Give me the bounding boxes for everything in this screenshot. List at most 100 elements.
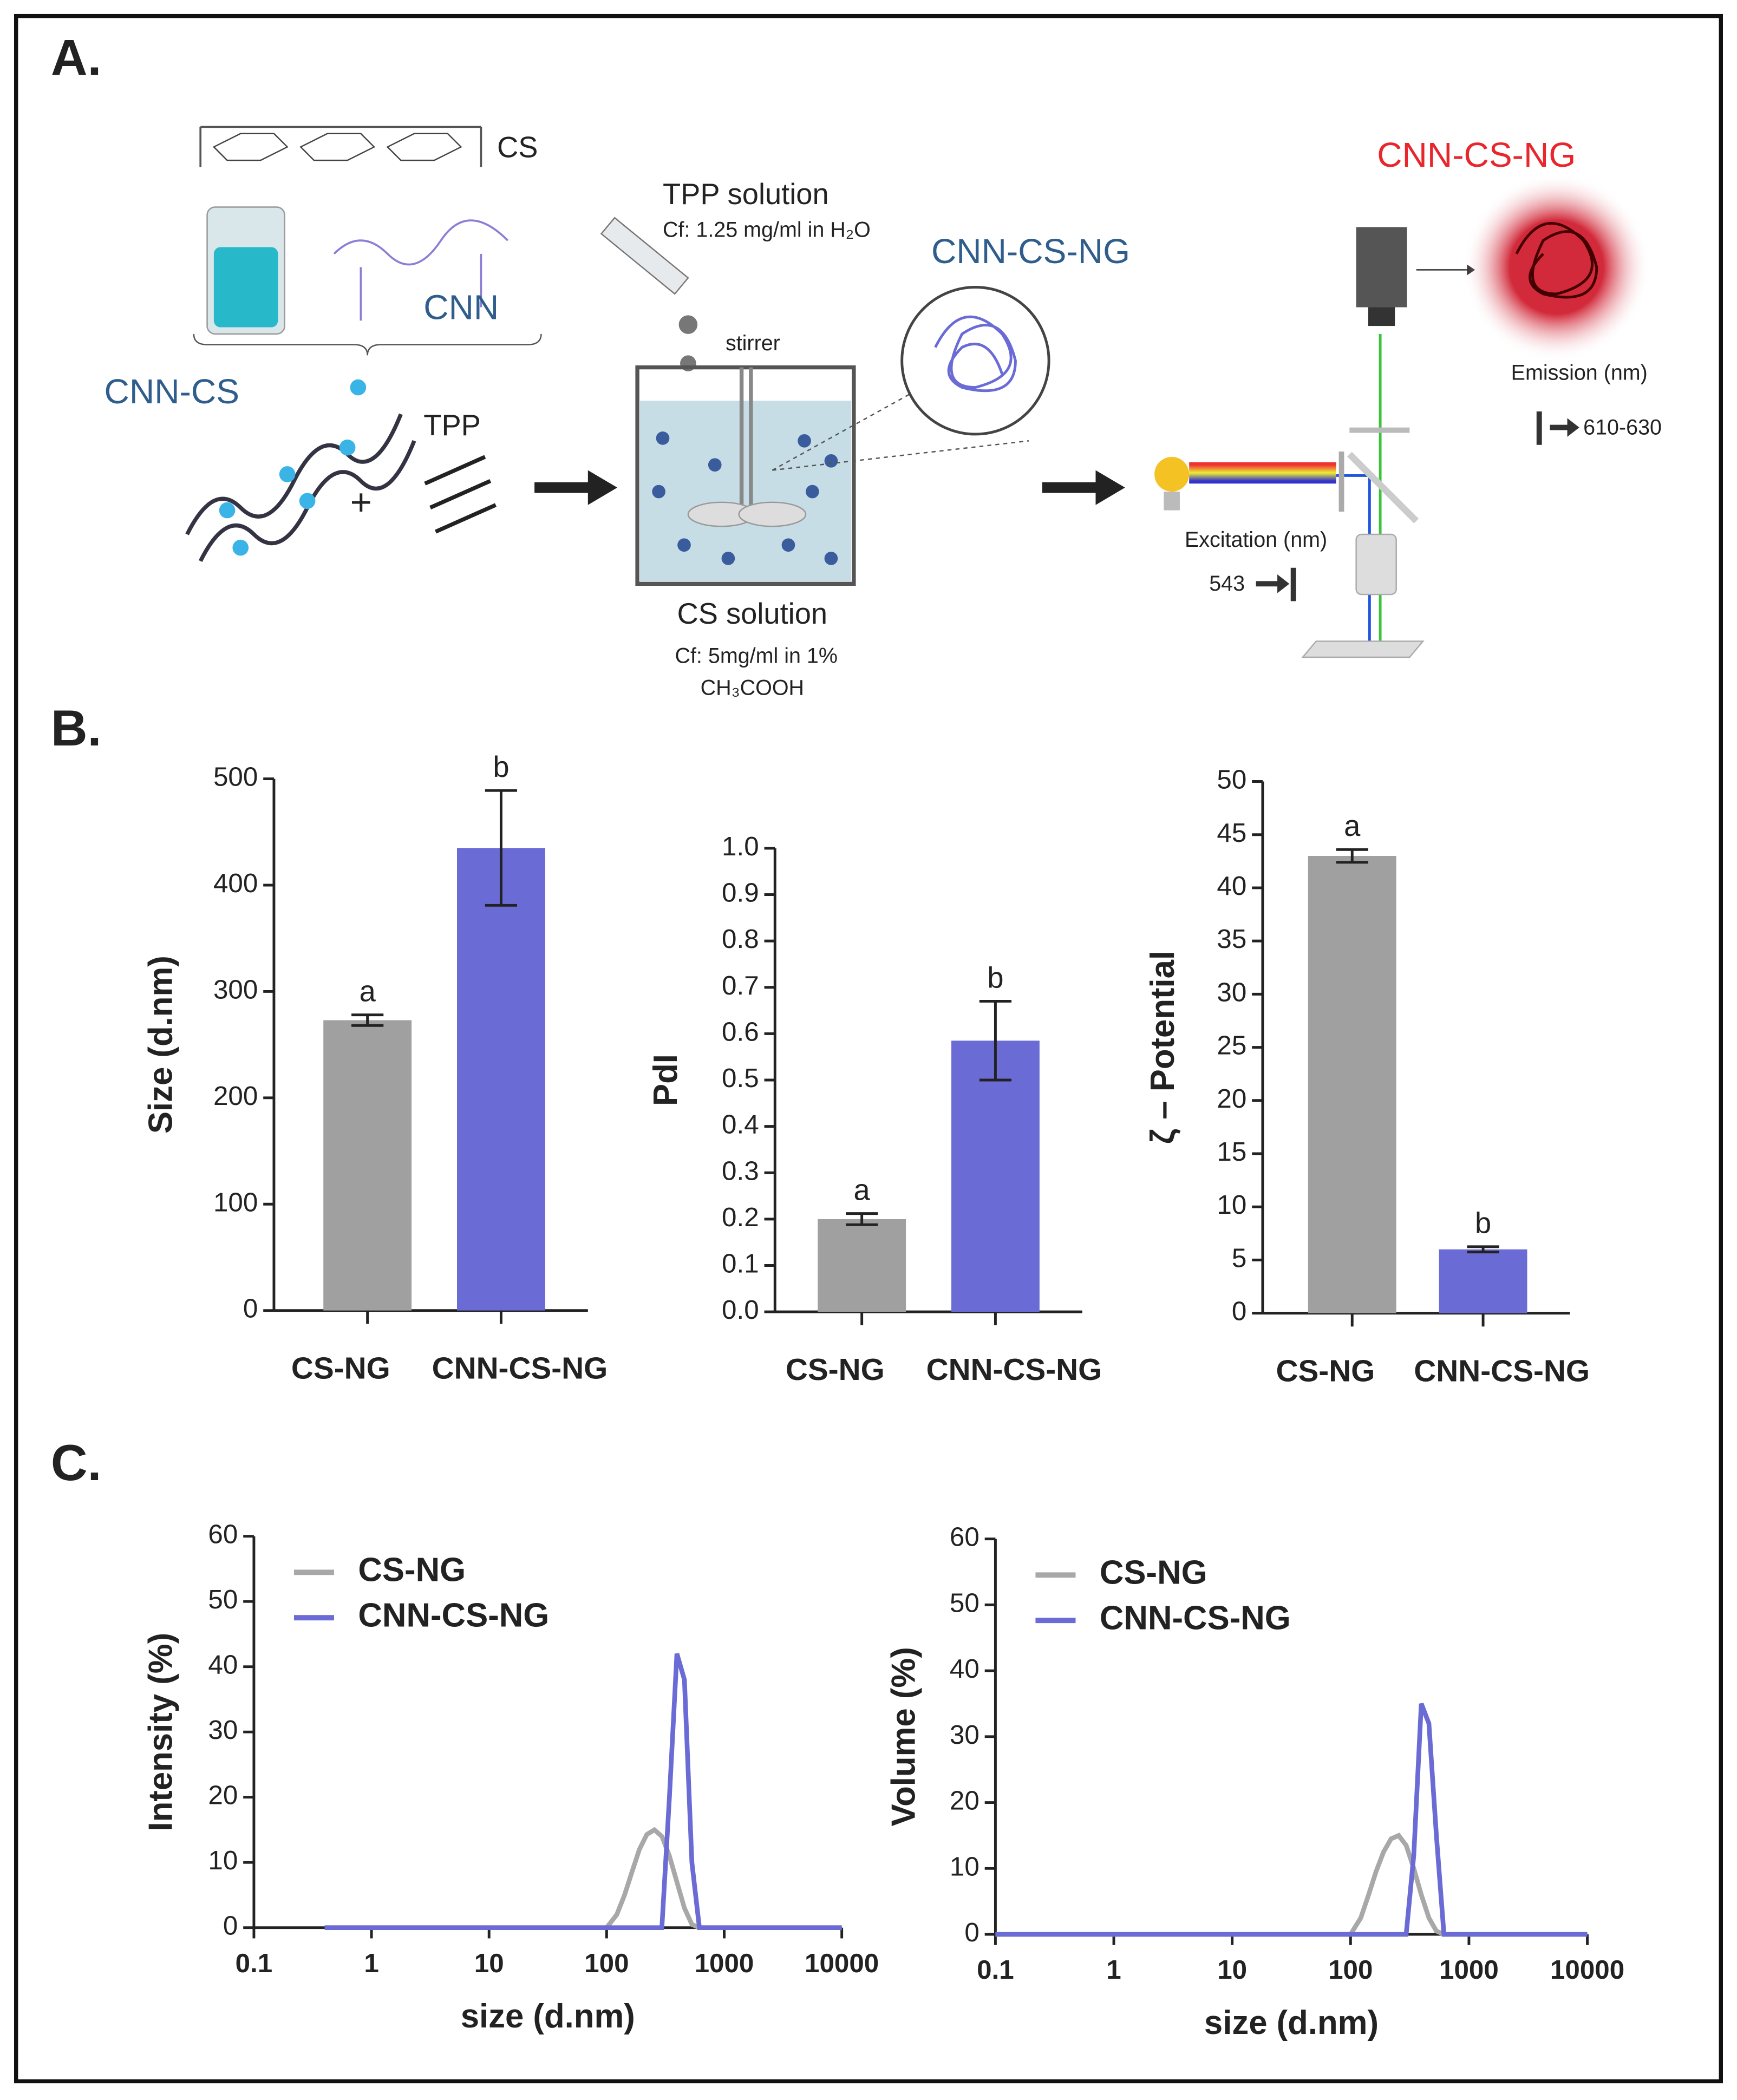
y-axis-label: Intensity (%) bbox=[142, 1633, 179, 1831]
x-tick-label: 10000 bbox=[1550, 1955, 1624, 1985]
x-tick-label: 10 bbox=[474, 1948, 504, 1978]
x-tick-label: CS-NG bbox=[1276, 1355, 1375, 1389]
y-tick-label: 30 bbox=[950, 1720, 979, 1750]
x-tick-label: CNN-CS-NG bbox=[926, 1353, 1102, 1387]
y-tick-label: 0.6 bbox=[722, 1017, 759, 1046]
x-tick-label: 100 bbox=[1328, 1955, 1373, 1985]
x-tick-label: 100 bbox=[584, 1948, 629, 1978]
y-tick-label: 20 bbox=[208, 1781, 238, 1810]
y-tick-label: 0.4 bbox=[722, 1110, 759, 1140]
y-axis-label: ζ – Potential bbox=[1144, 951, 1181, 1144]
x-tick-label: 10 bbox=[1217, 1955, 1247, 1985]
label: Cf: 1.25 mg/ml in H₂O bbox=[663, 218, 871, 241]
bar-annotation: b bbox=[987, 961, 1003, 994]
x-tick-label: CNN-CS-NG bbox=[432, 1352, 608, 1386]
y-tick-label: 300 bbox=[213, 974, 258, 1004]
cnn-structure bbox=[333, 219, 509, 321]
bar bbox=[323, 1020, 412, 1311]
y-tick-label: 5 bbox=[1232, 1243, 1246, 1273]
pipette bbox=[600, 217, 689, 295]
frame bbox=[14, 14, 1723, 2084]
y-tick-label: 200 bbox=[213, 1081, 258, 1111]
x-tick-label: 1 bbox=[1106, 1955, 1121, 1985]
y-tick-label: 50 bbox=[208, 1585, 238, 1614]
label: CNN-CS bbox=[105, 372, 239, 411]
y-tick-label: 45 bbox=[1217, 818, 1246, 848]
panel-label: C. bbox=[51, 1434, 102, 1491]
label: CS bbox=[497, 131, 538, 164]
y-tick-label: 40 bbox=[208, 1650, 238, 1680]
y-tick-label: 15 bbox=[1217, 1137, 1246, 1167]
panel-label: A. bbox=[51, 29, 102, 86]
y-tick-label: 60 bbox=[208, 1520, 238, 1549]
y-tick-label: 30 bbox=[1217, 977, 1246, 1007]
x-axis-label: size (d.nm) bbox=[1204, 2004, 1379, 2042]
error-bar bbox=[1336, 848, 1368, 864]
y-tick-label: 0.0 bbox=[722, 1295, 759, 1325]
x-tick-label: 10000 bbox=[805, 1948, 879, 1978]
x-axis-label: size (d.nm) bbox=[461, 1998, 635, 2035]
y-tick-label: 0 bbox=[964, 1918, 979, 1947]
label: Cf: 5mg/ml in 1% bbox=[675, 644, 838, 668]
vial-liquid bbox=[213, 247, 278, 328]
y-axis-label: PdI bbox=[647, 1054, 684, 1106]
cs-structure bbox=[199, 126, 482, 167]
series-line bbox=[995, 1833, 1588, 1937]
y-tick-label: 100 bbox=[213, 1187, 258, 1217]
label: TPP bbox=[423, 409, 481, 442]
camera bbox=[1356, 227, 1407, 308]
label: Emission (nm) bbox=[1511, 361, 1648, 384]
series-line bbox=[995, 1703, 1588, 1937]
bar-annotation: a bbox=[854, 1173, 871, 1206]
x-tick-label: 0.1 bbox=[977, 1955, 1014, 1985]
legend-label: CNN-CS-NG bbox=[358, 1597, 549, 1634]
label: stirrer bbox=[726, 331, 780, 355]
polymer-chain bbox=[185, 413, 416, 562]
y-tick-label: 0.3 bbox=[722, 1156, 759, 1186]
error-bar bbox=[979, 999, 1012, 1082]
y-tick-label: 0 bbox=[243, 1294, 258, 1324]
label: CH₃COOH bbox=[701, 676, 805, 700]
y-axis-label: Size (d.nm) bbox=[142, 956, 179, 1134]
y-tick-label: 20 bbox=[1217, 1084, 1246, 1114]
bar bbox=[1308, 856, 1396, 1313]
solution bbox=[640, 401, 851, 581]
label: TPP solution bbox=[663, 178, 829, 211]
label: 543 bbox=[1209, 572, 1245, 596]
nanogel-zoom bbox=[900, 286, 1050, 436]
y-tick-label: 0 bbox=[1232, 1297, 1246, 1326]
bar-annotation: b bbox=[1475, 1207, 1491, 1240]
x-tick-label: 1000 bbox=[695, 1948, 754, 1978]
error-bar bbox=[1467, 1245, 1499, 1254]
label: + bbox=[350, 481, 372, 523]
y-tick-label: 0.5 bbox=[722, 1063, 759, 1093]
bar bbox=[456, 848, 545, 1311]
y-tick-label: 0.1 bbox=[722, 1249, 759, 1279]
schematic: CS CNN CNN-CS TPP + TPP solution Cf: 1.2… bbox=[105, 126, 1662, 700]
y-tick-label: 25 bbox=[1217, 1031, 1246, 1061]
y-tick-label: 50 bbox=[1217, 765, 1246, 795]
x-tick-label: CS-NG bbox=[786, 1353, 885, 1387]
y-tick-label: 10 bbox=[1217, 1190, 1246, 1220]
tpp-icon bbox=[424, 455, 497, 534]
y-tick-label: 0.2 bbox=[722, 1202, 759, 1232]
legend-label: CS-NG bbox=[358, 1552, 466, 1589]
bar-annotation: a bbox=[360, 974, 376, 1008]
y-tick-label: 0.8 bbox=[722, 924, 759, 954]
label: CNN-CS-NG bbox=[1377, 135, 1576, 174]
y-tick-label: 10 bbox=[208, 1846, 238, 1875]
y-tick-label: 500 bbox=[213, 762, 258, 792]
error-bar bbox=[485, 789, 518, 907]
label: CS solution bbox=[677, 597, 828, 630]
y-tick-label: 35 bbox=[1217, 924, 1246, 954]
red-nanogel bbox=[1463, 173, 1650, 361]
brace bbox=[193, 333, 542, 356]
series-line bbox=[324, 1827, 842, 1931]
bar bbox=[1439, 1249, 1527, 1313]
y-tick-label: 0.9 bbox=[722, 878, 759, 908]
y-tick-label: 60 bbox=[950, 1522, 979, 1552]
x-tick-label: 1000 bbox=[1439, 1955, 1499, 1985]
label: CNN-CS-NG bbox=[931, 232, 1130, 271]
legend-label: CNN-CS-NG bbox=[1100, 1599, 1291, 1637]
